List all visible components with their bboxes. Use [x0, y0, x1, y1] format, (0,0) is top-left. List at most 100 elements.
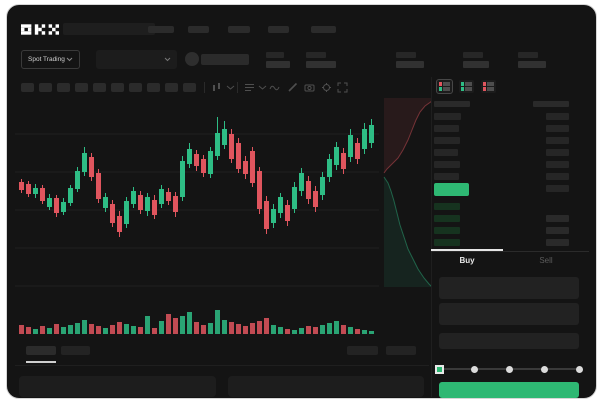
- candle-body: [19, 182, 24, 190]
- panel-divider: [431, 77, 432, 397]
- chart-bottom-tab[interactable]: [347, 346, 378, 355]
- chart-bottom-tab[interactable]: [386, 346, 416, 355]
- slider-step-dot[interactable]: [471, 366, 478, 373]
- toggle-square: [439, 86, 442, 89]
- nav-item[interactable]: [311, 26, 336, 33]
- buy-submit-button[interactable]: [439, 382, 579, 398]
- order-total-field[interactable]: [439, 333, 579, 349]
- header-action-button[interactable]: [201, 54, 249, 65]
- volume-bar: [61, 327, 66, 334]
- ask-row-price: [434, 173, 459, 180]
- indicator-icon[interactable]: [244, 82, 255, 93]
- toggle-line: [443, 88, 450, 91]
- market-type-select[interactable]: Spot Trading: [21, 50, 80, 69]
- candle-body: [173, 196, 178, 212]
- orderbook-view-asks-icon[interactable]: [481, 80, 496, 93]
- toggle-row: [439, 84, 450, 87]
- settings-gear-icon[interactable]: [321, 82, 332, 93]
- toggle-row: [483, 88, 494, 91]
- volume-bar: [19, 325, 24, 334]
- volume-bar: [320, 325, 325, 334]
- order-amount-field[interactable]: [439, 303, 579, 325]
- stat-value: [463, 61, 489, 68]
- toggle-square: [461, 82, 464, 84]
- chart-toolbar-button[interactable]: [183, 83, 196, 92]
- candle-body: [110, 204, 115, 223]
- tab-buy[interactable]: Buy: [459, 256, 475, 265]
- nav-item[interactable]: [228, 26, 250, 33]
- chart-toolbar-button[interactable]: [39, 83, 52, 92]
- candle-body: [278, 197, 283, 213]
- candle-body: [362, 129, 367, 149]
- slider-step-dot[interactable]: [506, 366, 513, 373]
- volume-bar: [75, 323, 80, 334]
- volume-bar: [82, 320, 87, 334]
- orderbook-view-combined-icon[interactable]: [436, 79, 453, 94]
- trading-pair-select[interactable]: [96, 50, 177, 69]
- volume-bar: [222, 320, 227, 334]
- toggle-line: [487, 86, 494, 89]
- candle-body: [75, 171, 80, 189]
- nav-item[interactable]: [148, 26, 174, 33]
- chart-toolbar-button[interactable]: [111, 83, 124, 92]
- price-chart[interactable]: [15, 97, 432, 345]
- chevron-down-icon[interactable]: [225, 82, 236, 93]
- chevron-down-icon[interactable]: [257, 82, 268, 93]
- orderbook-view-bids-icon[interactable]: [459, 80, 474, 93]
- stat-label: [463, 52, 483, 58]
- interval-icon[interactable]: [211, 82, 222, 93]
- slider-step-dot[interactable]: [576, 366, 583, 373]
- toggle-line: [487, 82, 494, 84]
- chart-toolbar-button[interactable]: [147, 83, 160, 92]
- search-input[interactable]: [63, 23, 155, 35]
- camera-icon[interactable]: [304, 82, 315, 93]
- volume-bar: [264, 318, 269, 334]
- fullscreen-icon[interactable]: [337, 82, 348, 93]
- candle-body: [89, 157, 94, 177]
- chart-toolbar-button[interactable]: [129, 83, 142, 92]
- draw-pencil-icon[interactable]: [287, 82, 298, 93]
- volume-bar: [292, 330, 297, 334]
- chart-bottom-tab-active[interactable]: [26, 346, 56, 355]
- last-price-bar: [434, 183, 469, 196]
- ask-row-price: [434, 149, 458, 156]
- nav-item[interactable]: [188, 26, 209, 33]
- candle-body: [327, 159, 332, 177]
- chart-toolbar-button[interactable]: [93, 83, 106, 92]
- candle-body: [257, 171, 262, 209]
- volume-bar: [110, 325, 115, 334]
- toolbar-divider: [237, 82, 238, 93]
- slider-step-dot[interactable]: [541, 366, 548, 373]
- depth-bids-area: [384, 177, 432, 287]
- volume-bar: [243, 326, 248, 334]
- chart-toolbar-button[interactable]: [75, 83, 88, 92]
- bid-row-price: [434, 203, 460, 210]
- chart-toolbar-button[interactable]: [57, 83, 70, 92]
- chart-toolbar-button[interactable]: [21, 83, 34, 92]
- order-price-field[interactable]: [439, 277, 579, 299]
- candle-body: [271, 209, 276, 223]
- chart-toolbar-button[interactable]: [165, 83, 178, 92]
- slider-handle[interactable]: [435, 365, 444, 374]
- volume-bar: [40, 326, 45, 334]
- toggle-line: [465, 84, 472, 87]
- wave-line-icon[interactable]: [269, 82, 280, 93]
- candle-body: [61, 202, 66, 212]
- bid-row-amount: [546, 239, 569, 246]
- nav-item[interactable]: [268, 26, 289, 33]
- stat-value: [266, 61, 290, 68]
- volume-bar: [271, 325, 276, 334]
- volume-bar: [194, 322, 199, 334]
- token-icon: [185, 52, 199, 66]
- volume-bar: [362, 330, 367, 334]
- volume-bar: [348, 327, 353, 334]
- volume-bar: [306, 326, 311, 334]
- volume-bar: [131, 326, 136, 334]
- okx-logo: [21, 24, 59, 35]
- tab-sell[interactable]: Sell: [539, 256, 553, 265]
- chart-bottom-tab[interactable]: [61, 346, 90, 355]
- toggle-row: [439, 82, 450, 84]
- volume-bar: [152, 328, 157, 334]
- toggle-line: [465, 82, 472, 84]
- candle-body: [180, 161, 185, 197]
